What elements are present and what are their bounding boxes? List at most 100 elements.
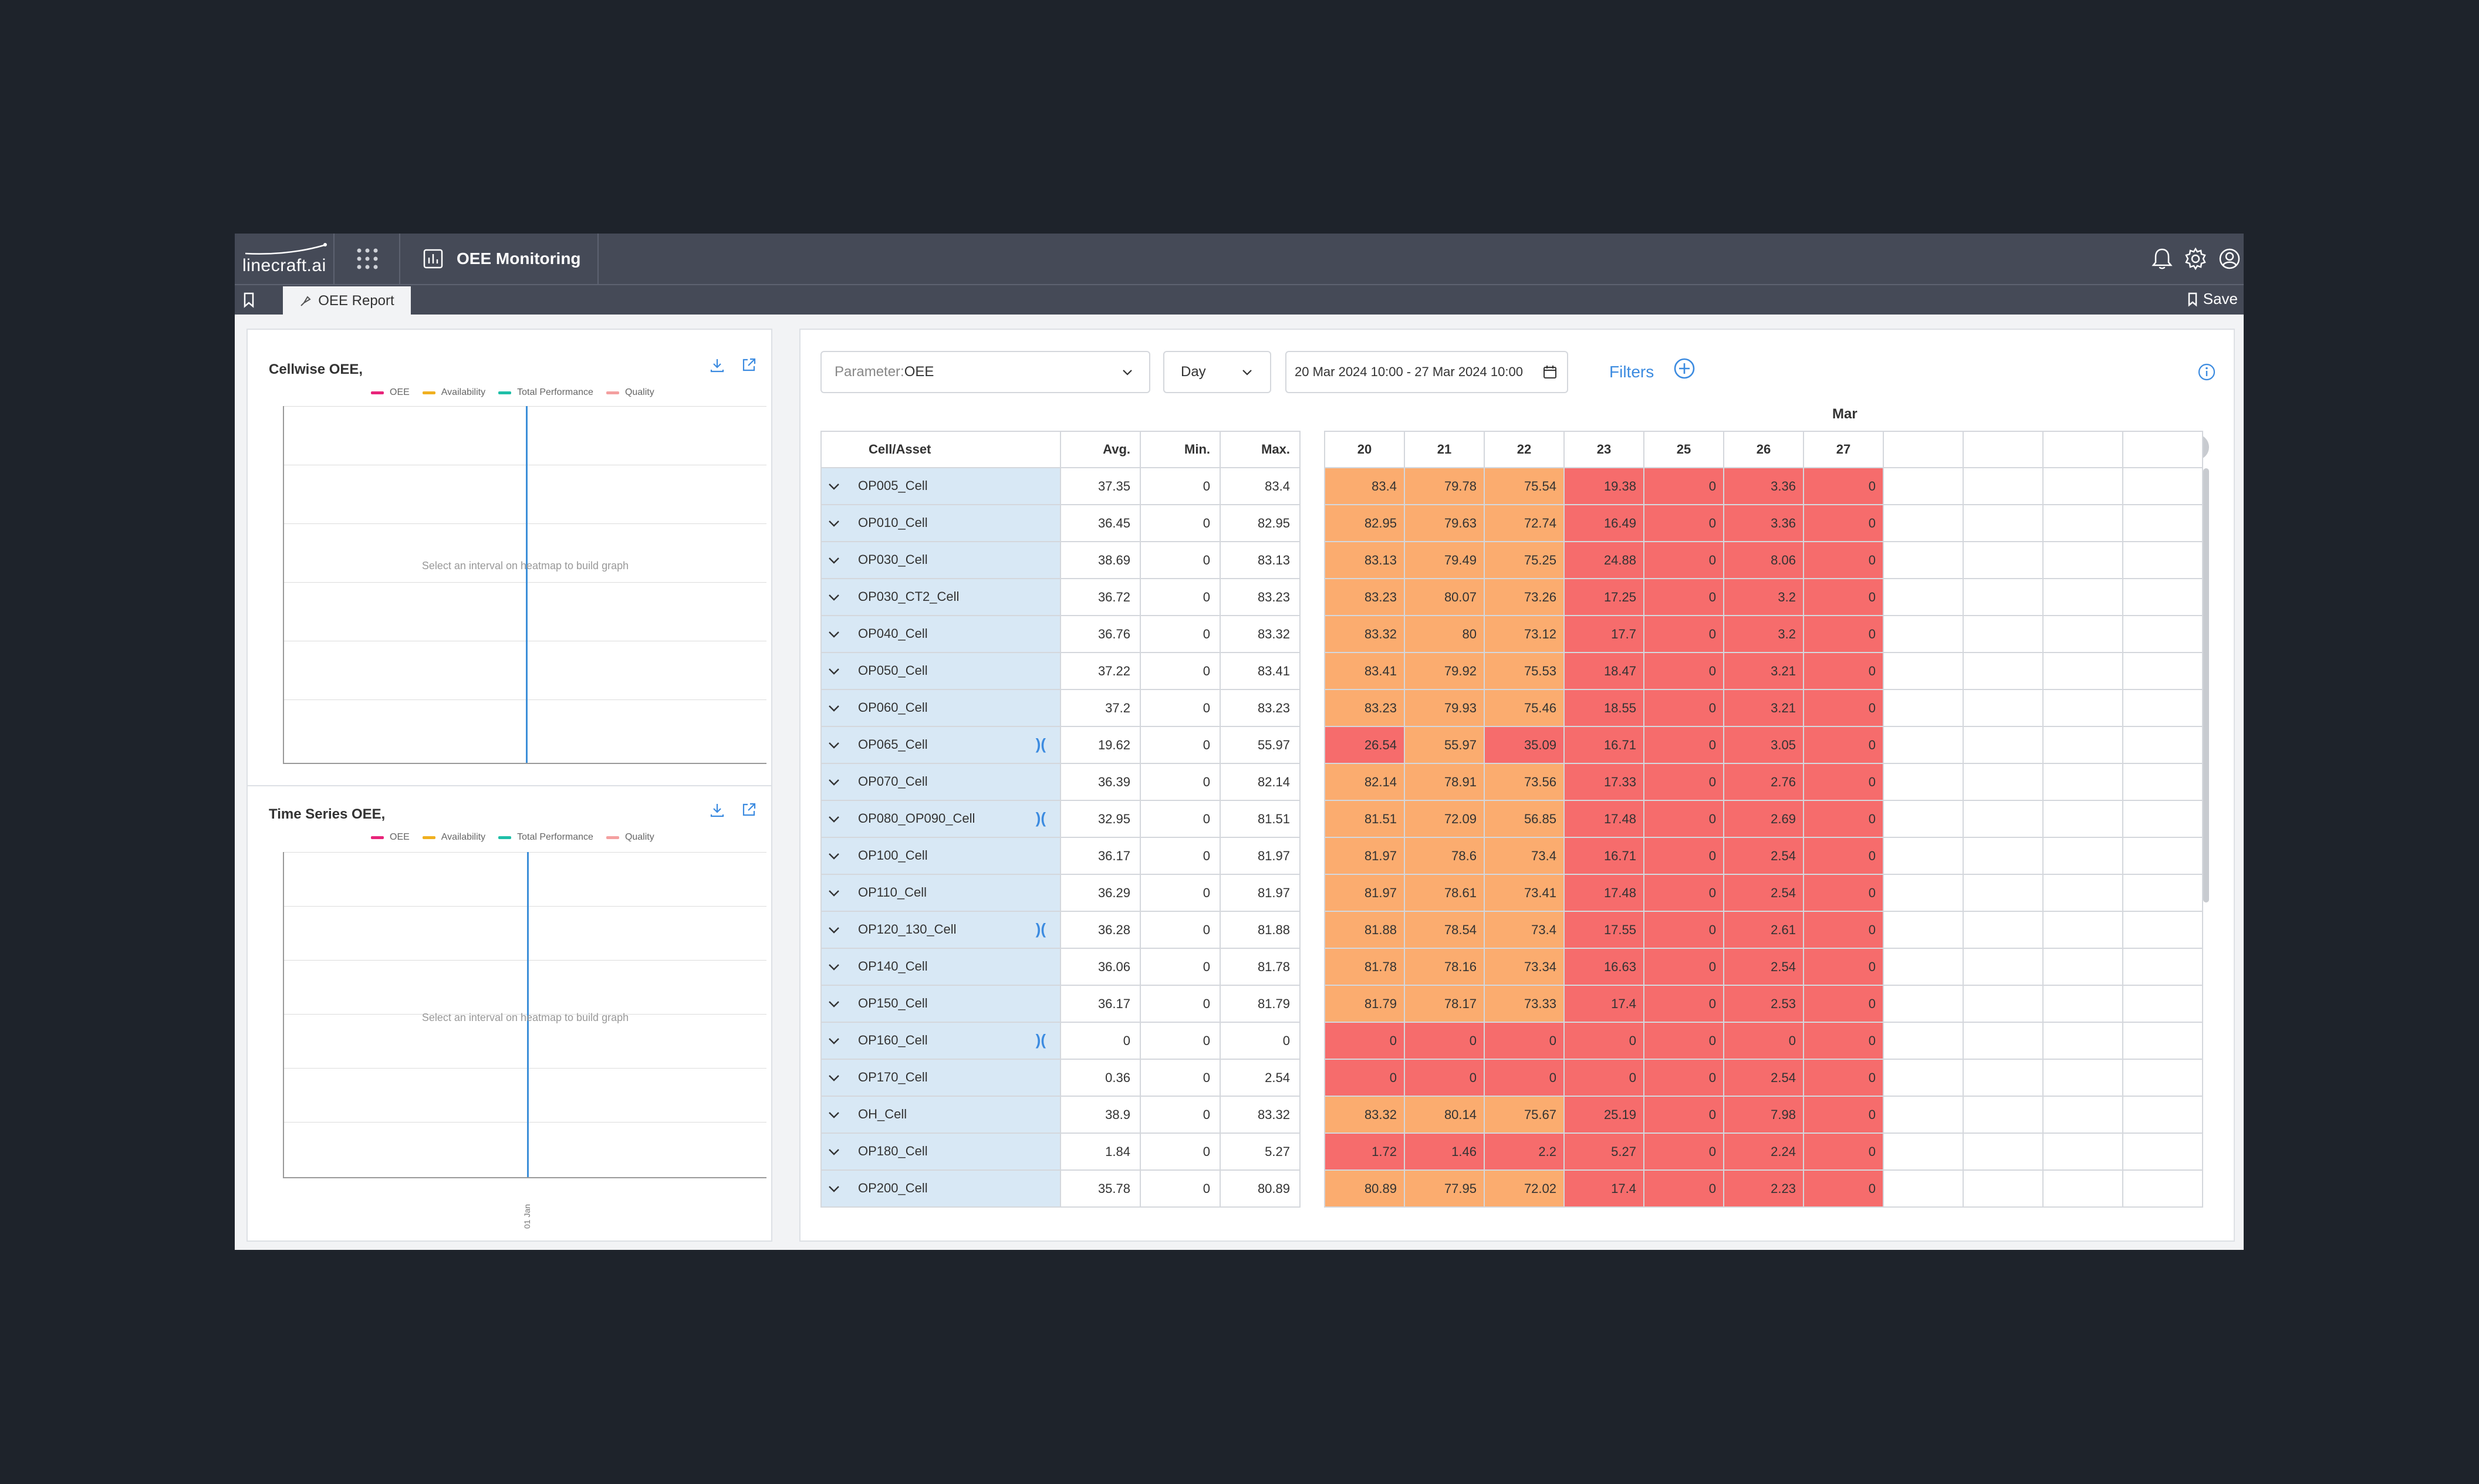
asset-cell[interactable]: OP150_Cell xyxy=(820,985,1061,1023)
heatmap-cell[interactable]: 0 xyxy=(1643,726,1724,764)
heatmap-cell[interactable]: 56.85 xyxy=(1484,800,1565,838)
heatmap-cell[interactable]: 81.51 xyxy=(1324,800,1405,838)
chevron-down-icon[interactable] xyxy=(826,553,842,568)
heatmap-cell[interactable]: 75.46 xyxy=(1484,689,1565,727)
heatmap-cell[interactable]: 1.72 xyxy=(1324,1133,1405,1171)
download-icon[interactable] xyxy=(709,357,725,373)
heatmap-cell[interactable]: 2.54 xyxy=(1723,948,1804,986)
module-oee-monitoring[interactable]: OEE Monitoring xyxy=(401,234,599,284)
asset-cell[interactable]: OP120_130_Cell)( xyxy=(820,911,1061,949)
heatmap-cell[interactable]: 0 xyxy=(1803,615,1884,653)
heatmap-cell[interactable]: 75.53 xyxy=(1484,652,1565,690)
bell-icon[interactable] xyxy=(2151,247,2173,271)
heatmap-cell[interactable]: 3.36 xyxy=(1723,467,1804,505)
col-header-avg[interactable]: Avg. xyxy=(1060,431,1141,468)
heatmap-cell[interactable]: 0 xyxy=(1803,1169,1884,1208)
chevron-down-icon[interactable] xyxy=(826,590,842,605)
asset-cell[interactable]: OH_Cell xyxy=(820,1096,1061,1134)
heatmap-cell[interactable]: 73.26 xyxy=(1484,578,1565,616)
table-row[interactable]: OP080_OP090_Cell)(32.95 0 81.51 81.51 72.09 5… xyxy=(820,800,2203,838)
heatmap-cell[interactable]: 83.41 xyxy=(1324,652,1405,690)
table-row[interactable]: OP120_130_Cell)(36.28 0 81.88 81.88 78.54 73.… xyxy=(820,911,2203,949)
col-header-day[interactable]: 26 xyxy=(1723,431,1804,468)
table-row[interactable]: OP050_Cell 37.22 0 83.41 83.41 79.92 75.53 18.4… xyxy=(820,652,2203,690)
heatmap-cell[interactable]: 17.48 xyxy=(1563,800,1644,838)
heatmap-cell[interactable]: 17.7 xyxy=(1563,615,1644,653)
logo[interactable]: linecraft.ai xyxy=(235,234,335,284)
heatmap-cell[interactable]: 0 xyxy=(1803,911,1884,949)
table-row[interactable]: OP180_Cell 1.84 0 5.27 1.72 1.46 2.2 5.27 0 2.24 0 xyxy=(820,1133,2203,1171)
heatmap-cell[interactable]: 72.09 xyxy=(1404,800,1485,838)
date-range-picker[interactable]: 20 Mar 2024 10:00 - 27 Mar 2024 10:00 xyxy=(1285,351,1568,393)
table-row[interactable]: OP150_Cell 36.17 0 81.79 81.79 78.17 73.33 17.4… xyxy=(820,985,2203,1023)
table-row[interactable]: OP160_Cell)(0 0 0 0 0 0 0 0 0 0 xyxy=(820,1022,2203,1060)
heatmap-cell[interactable]: 17.48 xyxy=(1563,874,1644,912)
heatmap-cell[interactable]: 26.54 xyxy=(1324,726,1405,764)
heatmap-cell[interactable]: 83.23 xyxy=(1324,689,1405,727)
heatmap-cell[interactable]: 0 xyxy=(1803,874,1884,912)
filters-button[interactable]: Filters xyxy=(1609,363,1654,381)
external-link-icon[interactable] xyxy=(741,357,757,373)
chevron-down-icon[interactable] xyxy=(826,479,842,494)
col-header-asset[interactable]: Cell/Asset xyxy=(820,431,1061,468)
heatmap-cell[interactable]: 16.71 xyxy=(1563,837,1644,875)
heatmap-cell[interactable]: 78.91 xyxy=(1404,763,1485,801)
heatmap-cell[interactable]: 0 xyxy=(1643,652,1724,690)
heatmap-cell[interactable]: 2.54 xyxy=(1723,874,1804,912)
heatmap-cell[interactable]: 77.95 xyxy=(1404,1169,1485,1208)
asset-cell[interactable]: OP200_Cell xyxy=(820,1169,1061,1208)
heatmap-cell[interactable]: 0 xyxy=(1404,1022,1485,1060)
table-row[interactable]: OP030_Cell 38.69 0 83.13 83.13 79.49 75.25 24.8… xyxy=(820,541,2203,579)
heatmap-cell[interactable]: 75.67 xyxy=(1484,1096,1565,1134)
heatmap-cell[interactable]: 0 xyxy=(1643,541,1724,579)
bookmark-icon[interactable] xyxy=(242,291,256,309)
heatmap-cell[interactable]: 3.2 xyxy=(1723,615,1804,653)
heatmap-cell[interactable]: 0 xyxy=(1643,615,1724,653)
bracket-icon[interactable]: )( xyxy=(1035,920,1046,938)
heatmap-cell[interactable]: 2.54 xyxy=(1723,837,1804,875)
heatmap-cell[interactable]: 0 xyxy=(1643,1059,1724,1097)
asset-cell[interactable]: OP065_Cell)( xyxy=(820,726,1061,764)
external-link-icon[interactable] xyxy=(741,802,757,818)
heatmap-cell[interactable]: 0 xyxy=(1803,948,1884,986)
heatmap-cell[interactable]: 0 xyxy=(1643,504,1724,542)
heatmap-cell[interactable]: 0 xyxy=(1643,1022,1724,1060)
heatmap-cell[interactable]: 0 xyxy=(1484,1059,1565,1097)
heatmap-cell[interactable]: 83.4 xyxy=(1324,467,1405,505)
granularity-select[interactable]: Day xyxy=(1163,351,1271,393)
heatmap-cell[interactable]: 3.2 xyxy=(1723,578,1804,616)
heatmap-cell[interactable]: 0 xyxy=(1643,689,1724,727)
heatmap-cell[interactable]: 3.21 xyxy=(1723,689,1804,727)
bracket-icon[interactable]: )( xyxy=(1035,1031,1046,1049)
heatmap-cell[interactable]: 35.09 xyxy=(1484,726,1565,764)
heatmap-cell[interactable]: 2.24 xyxy=(1723,1133,1804,1171)
heatmap-cell[interactable]: 0 xyxy=(1643,948,1724,986)
col-header-max[interactable]: Max. xyxy=(1220,431,1301,468)
heatmap-cell[interactable]: 3.36 xyxy=(1723,504,1804,542)
table-row[interactable]: OP005_Cell 37.35 0 83.4 83.4 79.78 75.54 19.38 0… xyxy=(820,467,2203,505)
heatmap-cell[interactable]: 17.55 xyxy=(1563,911,1644,949)
chevron-down-icon[interactable] xyxy=(826,701,842,716)
heatmap-cell[interactable]: 17.25 xyxy=(1563,578,1644,616)
heatmap-cell[interactable]: 0 xyxy=(1723,1022,1804,1060)
chevron-down-icon[interactable] xyxy=(826,959,842,975)
heatmap-cell[interactable]: 8.06 xyxy=(1723,541,1804,579)
heatmap-cell[interactable]: 72.74 xyxy=(1484,504,1565,542)
table-row[interactable]: OH_Cell 38.9 0 83.32 83.32 80.14 75.67 25.19 0 7.… xyxy=(820,1096,2203,1134)
heatmap-cell[interactable]: 81.88 xyxy=(1324,911,1405,949)
heatmap-cell[interactable]: 18.55 xyxy=(1563,689,1644,727)
save-button[interactable]: Save xyxy=(2187,290,2238,308)
heatmap-cell[interactable]: 0 xyxy=(1803,541,1884,579)
heatmap-cell[interactable]: 80.14 xyxy=(1404,1096,1485,1134)
heatmap-cell[interactable]: 2.54 xyxy=(1723,1059,1804,1097)
heatmap-cell[interactable]: 75.54 xyxy=(1484,467,1565,505)
heatmap-cell[interactable]: 73.12 xyxy=(1484,615,1565,653)
heatmap-cell[interactable]: 0 xyxy=(1563,1059,1644,1097)
asset-cell[interactable]: OP070_Cell xyxy=(820,763,1061,801)
chevron-down-icon[interactable] xyxy=(826,849,842,864)
asset-cell[interactable]: OP030_Cell xyxy=(820,541,1061,579)
col-header-min[interactable]: Min. xyxy=(1140,431,1221,468)
heatmap-cell[interactable]: 25.19 xyxy=(1563,1096,1644,1134)
chevron-down-icon[interactable] xyxy=(826,516,842,531)
table-row[interactable]: OP060_Cell 37.2 0 83.23 83.23 79.93 75.46 18.55… xyxy=(820,689,2203,727)
